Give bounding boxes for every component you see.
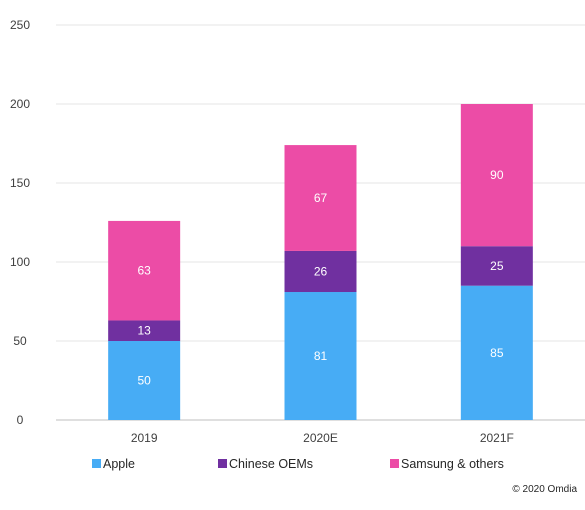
bar-value-label: 13 (137, 324, 151, 338)
legend-label: Apple (103, 457, 135, 471)
legend-label: Samsung & others (401, 457, 504, 471)
bar-segment (460, 104, 533, 247)
y-tick-label: 200 (10, 97, 30, 111)
legend-swatch (92, 459, 101, 468)
legend: Apple Chinese OEMs Samsung & others (92, 457, 504, 471)
bar-segment (284, 145, 357, 251)
y-tick-label: 250 (10, 18, 30, 32)
bar-value-label: 67 (314, 191, 328, 205)
legend-swatch (390, 459, 399, 468)
bar-value-label: 85 (490, 346, 504, 360)
bars: 50 13 63 81 26 67 85 25 90 (108, 104, 533, 420)
bar-value-label: 81 (314, 349, 328, 363)
x-axis-ticks: 2019 2020E 2021F (131, 431, 514, 445)
y-tick-label: 100 (10, 255, 30, 269)
legend-item: Samsung & others (390, 457, 504, 471)
bar-segment (108, 220, 181, 321)
y-tick-label: 0 (17, 413, 24, 427)
bar-value-label: 50 (137, 374, 151, 388)
y-tick-label: 150 (10, 176, 30, 190)
bar-value-label: 63 (137, 264, 151, 278)
bar-segment (460, 285, 533, 420)
legend-label: Chinese OEMs (229, 457, 313, 471)
bar-value-label: 26 (314, 264, 328, 278)
x-tick-label: 2019 (131, 431, 158, 445)
bar-segment (108, 341, 181, 420)
bar-segment (284, 292, 357, 420)
bar-segment (284, 250, 357, 293)
legend-swatch (218, 459, 227, 468)
bar-value-label: 25 (490, 259, 504, 273)
bar-segment (108, 320, 181, 341)
y-tick-label: 50 (13, 334, 27, 348)
bar-segment (460, 246, 533, 286)
legend-item: Chinese OEMs (218, 457, 313, 471)
y-axis-ticks: 0 50 100 150 200 250 (10, 18, 30, 427)
bar-value-label: 90 (490, 168, 504, 182)
x-tick-label: 2020E (303, 431, 338, 445)
x-tick-label: 2021F (480, 431, 514, 445)
copyright-text: © 2020 Omdia (512, 484, 577, 495)
legend-item: Apple (92, 457, 135, 471)
